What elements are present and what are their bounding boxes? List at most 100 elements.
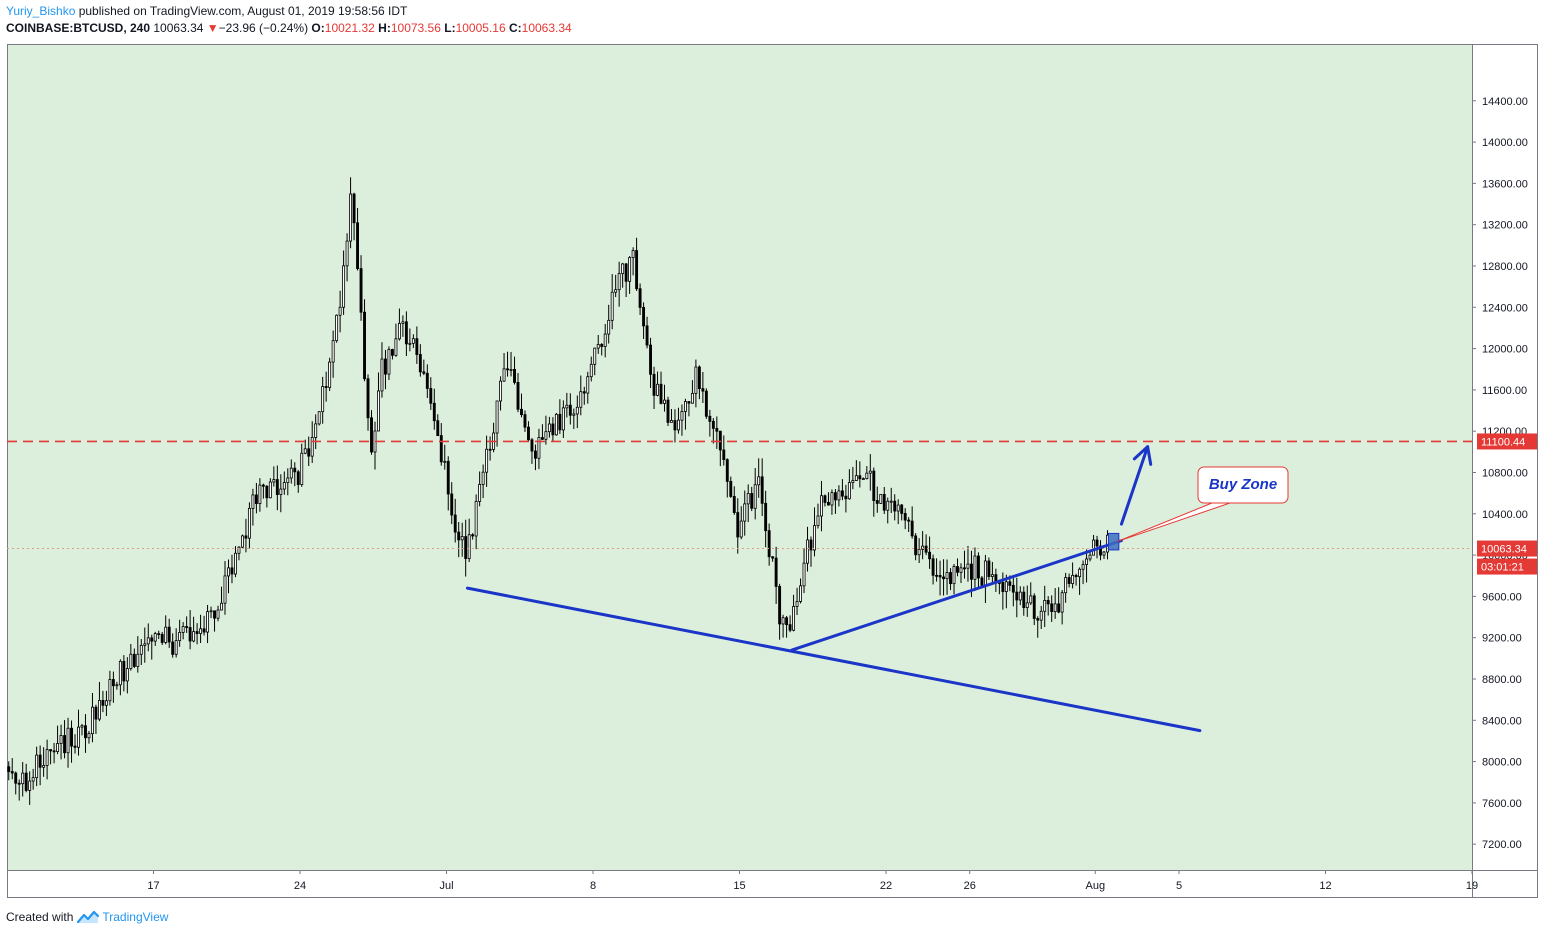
- candle-body: [1099, 545, 1102, 556]
- candle-body: [35, 754, 39, 779]
- candle-body: [687, 401, 691, 404]
- candle: [547, 416, 551, 438]
- candle: [938, 560, 942, 596]
- author-link[interactable]: Yuriy_Bishko: [6, 4, 76, 18]
- candle-body: [554, 413, 558, 436]
- candle: [45, 739, 49, 780]
- candle: [21, 762, 25, 797]
- candle-body: [206, 611, 210, 633]
- candle-body: [366, 378, 370, 419]
- candle-body: [942, 576, 945, 580]
- candle-body: [506, 368, 509, 371]
- candle-body: [788, 624, 792, 631]
- candle: [474, 494, 478, 550]
- candle-body: [1074, 574, 1078, 578]
- candle-body: [251, 494, 255, 509]
- candle-body: [1008, 581, 1012, 586]
- candle-body: [223, 575, 227, 604]
- candle-body: [7, 766, 11, 772]
- candle-body: [502, 368, 506, 382]
- candle: [945, 559, 949, 595]
- candle-body: [66, 727, 70, 754]
- candle: [1022, 586, 1026, 616]
- candle-body: [122, 660, 126, 682]
- y-tick-label: 12800.00: [1482, 261, 1528, 273]
- candle: [718, 430, 722, 467]
- candle-body: [481, 471, 485, 485]
- candle-body: [816, 515, 820, 527]
- candle-body: [49, 749, 53, 752]
- change-value: −23.96 (−0.24%): [218, 21, 309, 35]
- candle-body: [115, 684, 119, 687]
- candle: [192, 616, 196, 643]
- candle-body: [1039, 610, 1043, 621]
- candle-body: [809, 539, 813, 551]
- candle: [432, 388, 436, 430]
- candle: [415, 326, 419, 364]
- candle: [286, 468, 290, 496]
- candle: [621, 262, 625, 288]
- candle: [220, 586, 223, 611]
- candle-body: [701, 388, 705, 392]
- candle: [680, 404, 684, 436]
- candle: [551, 417, 555, 442]
- candle-body: [764, 502, 768, 532]
- candle-body: [527, 426, 530, 441]
- candle-body: [910, 520, 914, 537]
- candle-body: [893, 500, 897, 512]
- candle-body: [21, 772, 25, 785]
- candle-body: [111, 679, 115, 687]
- candle: [195, 623, 199, 645]
- candle: [49, 749, 53, 765]
- candle-body: [1081, 564, 1085, 570]
- candle: [1011, 576, 1015, 607]
- candle: [401, 315, 405, 337]
- candle: [527, 421, 530, 442]
- candle-body: [457, 531, 461, 541]
- candle-body: [328, 361, 332, 388]
- y-tick-label: 10800.00: [1482, 467, 1528, 479]
- candle: [387, 346, 391, 380]
- candle: [722, 435, 726, 466]
- candle: [642, 302, 646, 339]
- candle: [7, 761, 11, 781]
- candle: [1046, 596, 1050, 616]
- candle: [561, 400, 565, 438]
- candle: [303, 439, 307, 455]
- candle-body: [614, 289, 618, 293]
- buy-zone-label: Buy Zone: [1209, 476, 1277, 493]
- candle: [659, 371, 663, 405]
- candle: [342, 250, 346, 315]
- y-tick-label: 7600.00: [1482, 798, 1522, 810]
- candle: [966, 545, 970, 582]
- candle: [363, 299, 366, 382]
- candle-body: [129, 653, 133, 669]
- tradingview-brand[interactable]: TradingView: [102, 910, 169, 924]
- candle-body: [987, 560, 991, 577]
- candle-body: [303, 448, 307, 454]
- candle-body: [164, 626, 168, 643]
- candle-body: [258, 484, 262, 504]
- candle: [171, 633, 175, 658]
- candle: [540, 424, 544, 440]
- candle: [488, 436, 492, 461]
- candle-body: [677, 419, 680, 431]
- candle: [1025, 585, 1029, 617]
- candle: [1085, 549, 1089, 583]
- candle-body: [153, 633, 157, 642]
- candle-body: [439, 435, 443, 463]
- candle-body: [903, 513, 907, 521]
- candle: [952, 563, 956, 595]
- candle: [216, 605, 220, 622]
- candle-body: [1060, 592, 1064, 613]
- candle: [167, 618, 171, 648]
- candle-body: [188, 627, 192, 642]
- candle: [352, 192, 356, 241]
- candle: [799, 578, 802, 604]
- candle: [844, 484, 848, 513]
- candle-body: [547, 423, 551, 433]
- candle-body: [861, 478, 865, 480]
- candle-body: [73, 745, 77, 748]
- candle: [976, 552, 980, 587]
